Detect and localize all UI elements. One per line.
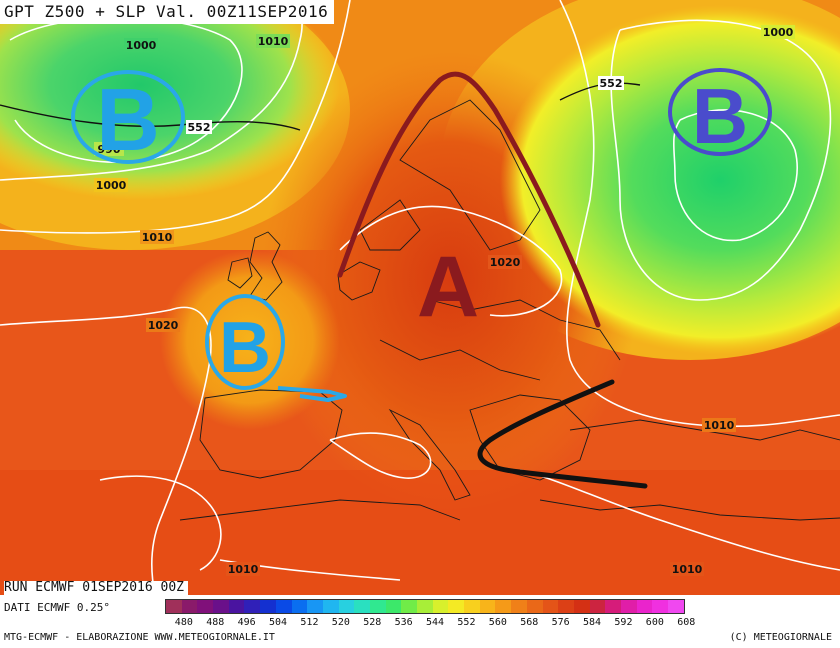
color-scale-swatch bbox=[213, 600, 229, 613]
low-marker-ne: B bbox=[692, 72, 748, 160]
color-scale-swatch bbox=[464, 600, 480, 613]
contour-label: 552 bbox=[188, 121, 211, 134]
isobar-label: 1020 bbox=[148, 319, 179, 332]
contour-label: 552 bbox=[600, 77, 623, 90]
color-scale-swatch bbox=[511, 600, 527, 613]
run-label: RUN ECMWF 01SEP2016 00Z bbox=[4, 581, 189, 595]
weather-map: 1000 1010 1000 552 552 990 1000 1010 102… bbox=[0, 0, 840, 595]
isobar-label: 1000 bbox=[763, 26, 794, 39]
isobar-label: 1000 bbox=[126, 39, 157, 52]
isobar-label: 1010 bbox=[228, 563, 259, 576]
color-scale-tick-label: 528 bbox=[363, 617, 382, 628]
data-source-label: DATI ECMWF 0.25° bbox=[4, 601, 110, 614]
color-scale-swatch bbox=[244, 600, 261, 613]
color-scale-swatch bbox=[417, 600, 433, 613]
high-marker: A bbox=[417, 239, 479, 335]
color-scale-tick-label: 584 bbox=[583, 617, 602, 628]
isobar-label: 1010 bbox=[142, 231, 173, 244]
color-scale-tick-label: 504 bbox=[269, 617, 288, 628]
isobar-labels: 1000 1010 1000 552 552 990 1000 1010 102… bbox=[94, 25, 795, 576]
trough-line bbox=[477, 379, 648, 489]
credit-left: MTG-ECMWF - ELABORAZIONE WWW.METEOGIORNA… bbox=[4, 632, 275, 643]
low-circle-nw bbox=[71, 70, 185, 164]
color-scale-swatch bbox=[448, 600, 465, 613]
color-scale-swatch bbox=[668, 600, 684, 613]
low-marker-nw: B bbox=[96, 70, 160, 169]
low-circle-ne bbox=[668, 68, 772, 156]
color-scale-tick-label: 600 bbox=[645, 617, 664, 628]
color-scale-swatch bbox=[573, 600, 590, 613]
isobar-label: 1010 bbox=[672, 563, 703, 576]
color-scale-swatch bbox=[558, 600, 574, 613]
color-scale-tick-label: 560 bbox=[488, 617, 507, 628]
color-scale-tick-label: 520 bbox=[331, 617, 350, 628]
color-scale-swatch bbox=[526, 600, 543, 613]
map-title: GPT Z500 + SLP Val. 00Z11SEP2016 bbox=[0, 0, 335, 24]
color-scale-swatch bbox=[275, 600, 292, 613]
isobar-label: 1010 bbox=[258, 35, 289, 48]
color-scale-swatch bbox=[495, 600, 512, 613]
low-movement-arrow bbox=[277, 386, 347, 402]
color-scale-swatch bbox=[652, 600, 668, 613]
ridge-axis-arc bbox=[337, 71, 601, 328]
coastlines bbox=[179, 99, 840, 521]
color-scale bbox=[165, 599, 685, 614]
low-circle-w bbox=[205, 294, 285, 390]
color-scale-tick-label: 488 bbox=[206, 617, 225, 628]
color-scale-swatch bbox=[291, 600, 308, 613]
color-scale-swatch bbox=[260, 600, 276, 613]
color-scale-swatch bbox=[636, 600, 653, 613]
color-scale-swatch bbox=[620, 600, 637, 613]
color-scale-swatch bbox=[432, 600, 449, 613]
color-scale-tick-label: 512 bbox=[300, 617, 319, 628]
color-scale-tick-label: 536 bbox=[394, 617, 413, 628]
credit-right: (C) METEOGIORNALE bbox=[729, 632, 832, 643]
color-scale-ticks: 480 488 496 504 512 520 528 536 544 552 560 568 576 5… bbox=[165, 617, 835, 629]
color-scale-swatch bbox=[354, 600, 370, 613]
color-scale-tick-label: 496 bbox=[237, 617, 256, 628]
color-scale-tick-label: 544 bbox=[426, 617, 445, 628]
color-scale-swatch bbox=[385, 600, 402, 613]
color-scale-swatch bbox=[307, 600, 323, 613]
isobar-label: 1000 bbox=[96, 179, 127, 192]
color-scale-tick-label: 592 bbox=[614, 617, 633, 628]
color-scale-swatch bbox=[479, 600, 496, 613]
color-scale-swatch bbox=[228, 600, 245, 613]
isobar-label: 1020 bbox=[490, 256, 521, 269]
color-scale-tick-label: 608 bbox=[677, 617, 696, 628]
contour-552-west bbox=[0, 104, 301, 131]
color-scale-swatch bbox=[589, 600, 606, 613]
isobar-label: 1010 bbox=[704, 419, 735, 432]
color-scale-tick-label: 576 bbox=[551, 617, 570, 628]
color-scale-swatch bbox=[322, 600, 339, 613]
color-scale-tick-label: 480 bbox=[174, 617, 193, 628]
color-scale-tick-label: 552 bbox=[457, 617, 476, 628]
color-scale-swatch bbox=[181, 600, 198, 613]
color-scale-swatch bbox=[197, 600, 214, 613]
color-scale-swatch bbox=[401, 600, 417, 613]
color-scale-swatch bbox=[605, 600, 621, 613]
color-scale-swatch bbox=[338, 600, 355, 613]
color-scale-tick-label: 568 bbox=[520, 617, 539, 628]
color-scale-swatch bbox=[542, 600, 559, 613]
low-marker-w: B bbox=[219, 308, 271, 388]
color-scale-swatch bbox=[369, 600, 386, 613]
color-scale-swatch bbox=[166, 600, 182, 613]
isobar-label: 990 bbox=[98, 143, 121, 156]
